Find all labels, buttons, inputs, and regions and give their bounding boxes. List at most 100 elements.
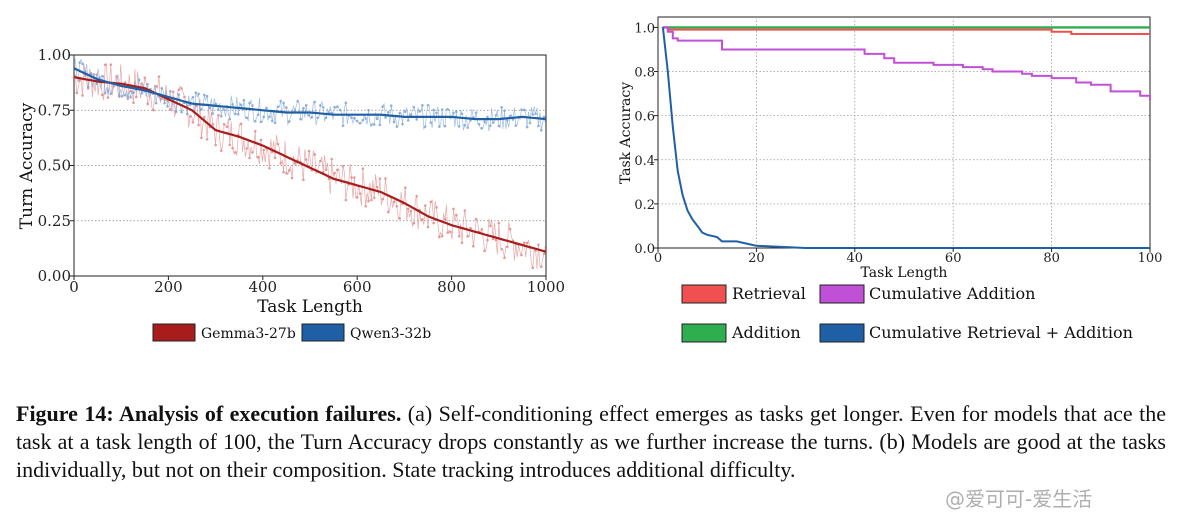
panel-a-legend: Gemma3-27b Qwen3-32b [152, 323, 431, 342]
raw-point [534, 112, 537, 116]
raw-point [222, 122, 226, 126]
legend-swatch-gemma [152, 323, 196, 342]
series-line-cumulative-retrieval-addition [661, 27, 1150, 249]
raw-point [200, 108, 203, 111]
raw-point [259, 138, 263, 142]
raw-point [438, 125, 441, 128]
raw-point [440, 108, 444, 111]
raw-point [75, 91, 79, 95]
panel-a-x-tick-label: 400 [248, 278, 277, 296]
raw-point [432, 108, 435, 112]
raw-point [358, 192, 362, 195]
legend-label-retrieval: Retrieval [732, 284, 806, 303]
raw-point [239, 103, 243, 107]
raw-point [95, 82, 98, 86]
raw-point [174, 109, 178, 113]
raw-point [185, 112, 189, 116]
raw-point [140, 82, 144, 85]
raw-point [265, 106, 268, 110]
raw-point [381, 105, 384, 108]
panel-b-task-accuracy-chart: 0.0 0.2 0.4 0.6 0.8 1.0 0 20 40 60 80 100 Task Leng… [618, 16, 1162, 343]
raw-point [500, 106, 503, 109]
raw-point [353, 116, 356, 120]
panel-a-series-lines [73, 67, 547, 253]
raw-point [489, 224, 492, 228]
raw-point [460, 241, 464, 245]
raw-point [375, 185, 379, 189]
raw-point [505, 118, 509, 122]
panel-b-y-tick-label: 0.4 [634, 154, 655, 169]
raw-point [101, 93, 104, 97]
panel-a-turn-accuracy-chart: 0.00 0.25 0.50 0.75 1.00 0 200 400 600 800 1000 Ta… [17, 46, 565, 342]
raw-point [539, 265, 543, 269]
raw-point [245, 147, 249, 150]
watermark: @爱可可-爱生活 [945, 487, 1093, 511]
raw-point [463, 124, 467, 127]
raw-point [160, 87, 164, 90]
raw-point [268, 115, 271, 119]
raw-point [364, 117, 367, 120]
raw-point [542, 252, 546, 256]
raw-point [225, 125, 229, 129]
legend-label-cumulative-addition: Cumulative Addition [869, 284, 1035, 303]
raw-point [143, 76, 147, 80]
raw-point [166, 105, 169, 108]
raw-point [231, 146, 234, 150]
panel-b-x-tick-label: 0 [654, 251, 662, 266]
raw-point [338, 108, 342, 112]
raw-point [370, 123, 373, 127]
raw-point [183, 95, 186, 99]
raw-point [310, 115, 314, 119]
raw-point [520, 253, 523, 257]
panel-a-y-tick-label: 1.00 [38, 46, 71, 64]
raw-point [361, 167, 365, 171]
panel-b-tick-labels: 0.0 0.2 0.4 0.6 0.8 1.0 0 20 40 60 80 100 [634, 21, 1162, 266]
raw-point [344, 198, 348, 202]
raw-point [421, 103, 424, 107]
legend-label-qwen: Qwen3-32b [350, 326, 431, 342]
raw-point [435, 111, 438, 115]
raw-point [336, 168, 339, 172]
raw-point [452, 207, 455, 211]
raw-point [228, 117, 232, 121]
raw-point [486, 238, 489, 242]
raw-point [78, 61, 81, 64]
raw-point [171, 90, 175, 94]
raw-point [528, 121, 532, 125]
raw-point [455, 110, 458, 113]
legend-swatch-qwen [301, 323, 345, 342]
raw-point [81, 62, 84, 66]
raw-point [457, 125, 461, 128]
panel-a-y-tick-label: 0.00 [38, 267, 71, 285]
raw-point [392, 200, 396, 204]
raw-point [432, 221, 435, 225]
raw-point [285, 106, 288, 109]
raw-point [341, 124, 345, 128]
panel-b-y-tick-label: 0.2 [634, 198, 655, 213]
raw-point [251, 151, 254, 154]
panel-a-y-tick-label: 0.25 [38, 212, 71, 230]
raw-point [251, 104, 254, 107]
raw-point [146, 102, 149, 106]
raw-point [256, 155, 260, 159]
raw-point [126, 97, 130, 101]
raw-point [324, 116, 328, 120]
raw-point [316, 116, 319, 119]
raw-point [248, 101, 251, 105]
raw-point [474, 111, 478, 114]
raw-point [299, 117, 302, 121]
panel-a-x-axis-label: Task Length [257, 297, 363, 317]
raw-point [208, 106, 212, 110]
raw-point [132, 101, 135, 105]
panel-b-legend: Retrieval Cumulative Addition Addition C… [681, 284, 1133, 343]
raw-point [319, 104, 322, 107]
raw-point [202, 93, 206, 97]
raw-point [463, 209, 467, 212]
raw-point [489, 124, 492, 128]
raw-point [217, 113, 220, 117]
raw-point [245, 116, 249, 119]
raw-point [242, 98, 246, 102]
raw-point [378, 123, 382, 127]
legend-swatch-cumulative-addition [819, 284, 865, 304]
raw-point [211, 122, 215, 126]
